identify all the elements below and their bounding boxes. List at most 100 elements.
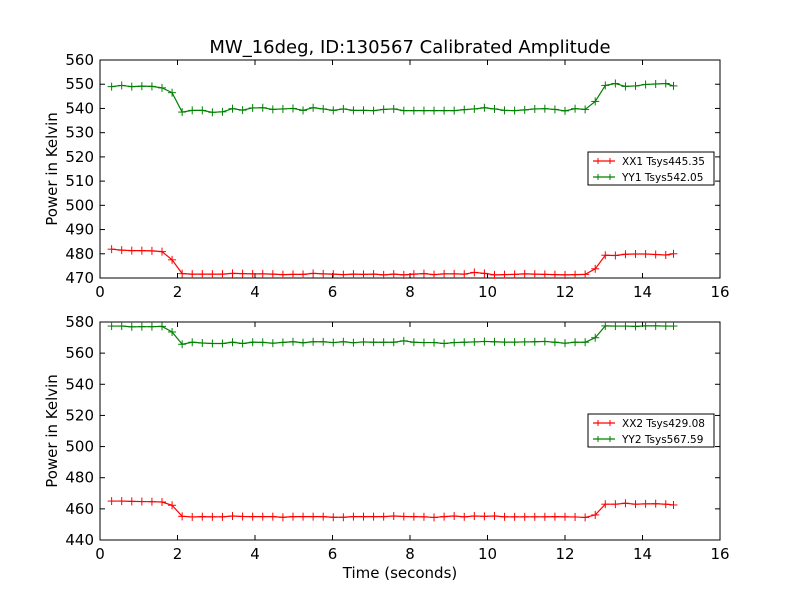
data-point-marker (107, 497, 116, 506)
legend-item: XX1 Tsys445.35 (593, 156, 705, 168)
data-point-marker (419, 269, 428, 278)
data-point-marker (601, 500, 610, 509)
data-point-marker (258, 512, 267, 521)
y-tick-label: 470 (65, 269, 94, 287)
data-point-marker (399, 270, 408, 279)
data-point-marker (369, 270, 378, 279)
data-point-marker (419, 106, 428, 115)
x-tick-label: 12 (555, 283, 574, 301)
data-point-marker (651, 321, 660, 330)
data-point-marker (379, 338, 388, 347)
data-point-marker (168, 255, 177, 264)
y-axis-label: Power in Kelvin (43, 374, 61, 488)
data-point-marker (309, 103, 318, 112)
bottom-subplot: 0 2 4 6 8 10 12 14 16 440 460 480 500 520 540 560 580 Pow… (43, 313, 730, 582)
data-point-marker (339, 513, 348, 522)
data-point-marker (228, 338, 237, 347)
data-point-marker (631, 322, 640, 331)
data-point-marker (550, 270, 559, 279)
x-axis-label: Time (seconds) (342, 564, 458, 582)
data-point-marker (530, 104, 539, 113)
data-point-marker (561, 106, 569, 115)
data-point-marker (158, 322, 166, 331)
data-point-marker (651, 79, 660, 88)
y-tick-label: 500 (65, 438, 94, 456)
data-point-marker (158, 498, 166, 507)
data-point-marker (540, 104, 549, 113)
x-tick-label: 12 (555, 545, 574, 563)
data-point-marker (248, 269, 257, 278)
data-point-marker (480, 512, 489, 521)
data-point-marker (238, 106, 247, 115)
data-point-marker (198, 512, 207, 521)
data-point-marker (490, 512, 499, 521)
data-point-marker (440, 269, 449, 278)
data-point-marker (329, 338, 338, 347)
data-point-marker (591, 264, 600, 273)
data-point-marker (581, 270, 590, 279)
legend-item: XX2 Tsys429.08 (593, 418, 705, 430)
data-point-marker (470, 104, 479, 113)
data-point-marker (530, 512, 539, 521)
data-point-marker (278, 338, 287, 347)
data-point-marker (107, 82, 116, 91)
data-point-marker (510, 270, 519, 279)
y-tick-label: 490 (65, 221, 94, 239)
x-tick-label: 0 (95, 283, 105, 301)
data-point-marker (591, 510, 600, 519)
x-tick-label: 4 (250, 545, 260, 563)
data-point-marker (450, 512, 459, 521)
data-point-marker (349, 270, 358, 279)
x-tick-label: 16 (710, 545, 729, 563)
data-point-marker (117, 246, 126, 255)
data-point-marker (669, 322, 678, 331)
data-point-marker (661, 322, 670, 331)
data-point-marker (500, 338, 509, 347)
data-point-marker (238, 269, 247, 278)
data-point-marker (500, 512, 509, 521)
y-axis-label: Power in Kelvin (43, 112, 61, 226)
data-point-marker (147, 246, 156, 255)
data-point-marker (611, 251, 620, 260)
data-point-marker (430, 106, 439, 115)
series-red (107, 497, 678, 522)
data-point-marker (621, 499, 630, 508)
data-point-marker (228, 104, 237, 113)
series-red (107, 245, 678, 279)
data-point-marker (178, 108, 187, 117)
data-point-marker (258, 338, 267, 347)
data-point-marker (399, 106, 408, 115)
legend-label: YY2 Tsys567.59 (621, 434, 703, 446)
data-point-marker (137, 246, 146, 255)
data-point-marker (248, 512, 257, 521)
data-point-marker (369, 512, 378, 521)
data-point-marker (470, 337, 479, 346)
x-tick-label: 14 (633, 545, 652, 563)
data-point-marker (258, 103, 267, 112)
data-point-marker (359, 512, 368, 521)
data-point-marker (137, 497, 146, 506)
data-point-marker (319, 104, 328, 113)
y-tick-label: 500 (65, 196, 94, 214)
data-point-marker (168, 88, 177, 97)
data-point-marker (278, 104, 287, 113)
data-point-marker (359, 270, 368, 279)
data-point-marker (641, 250, 650, 259)
data-point-marker (399, 512, 408, 521)
data-point-marker (268, 512, 277, 521)
data-point-marker (480, 103, 489, 112)
data-point-marker (409, 512, 418, 521)
data-point-marker (208, 108, 217, 117)
data-point-marker (581, 338, 590, 347)
data-point-marker (490, 337, 499, 346)
data-point-marker (268, 105, 277, 114)
data-point-marker (288, 270, 297, 279)
data-point-marker (389, 104, 398, 113)
data-point-marker (510, 106, 519, 115)
chart-title: MW_16deg, ID:130567 Calibrated Amplitude (209, 37, 610, 58)
data-point-marker (530, 270, 539, 279)
data-point-marker (530, 337, 539, 346)
data-point-marker (278, 513, 287, 522)
